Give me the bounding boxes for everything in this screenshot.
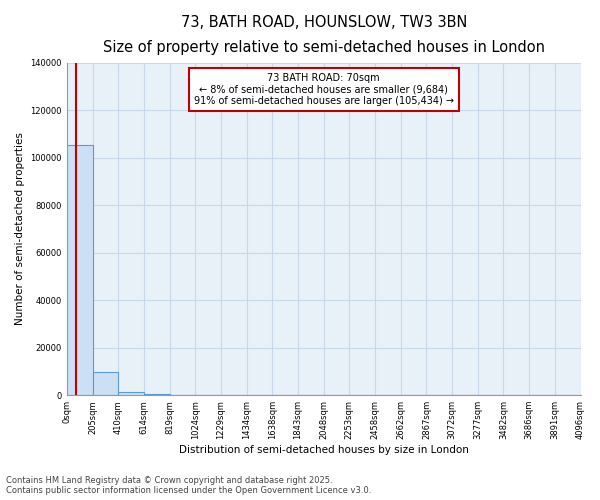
Title: 73, BATH ROAD, HOUNSLOW, TW3 3BN
Size of property relative to semi-detached hous: 73, BATH ROAD, HOUNSLOW, TW3 3BN Size of…: [103, 15, 545, 54]
Text: 73 BATH ROAD: 70sqm
← 8% of semi-detached houses are smaller (9,684)
91% of semi: 73 BATH ROAD: 70sqm ← 8% of semi-detache…: [194, 72, 454, 106]
Y-axis label: Number of semi-detached properties: Number of semi-detached properties: [15, 132, 25, 326]
Bar: [144, 394, 170, 395]
Bar: [170, 394, 196, 395]
Bar: [92, 372, 118, 395]
Text: Contains HM Land Registry data © Crown copyright and database right 2025.
Contai: Contains HM Land Registry data © Crown c…: [6, 476, 371, 495]
Bar: [118, 392, 144, 395]
Bar: [67, 145, 92, 395]
X-axis label: Distribution of semi-detached houses by size in London: Distribution of semi-detached houses by …: [179, 445, 469, 455]
